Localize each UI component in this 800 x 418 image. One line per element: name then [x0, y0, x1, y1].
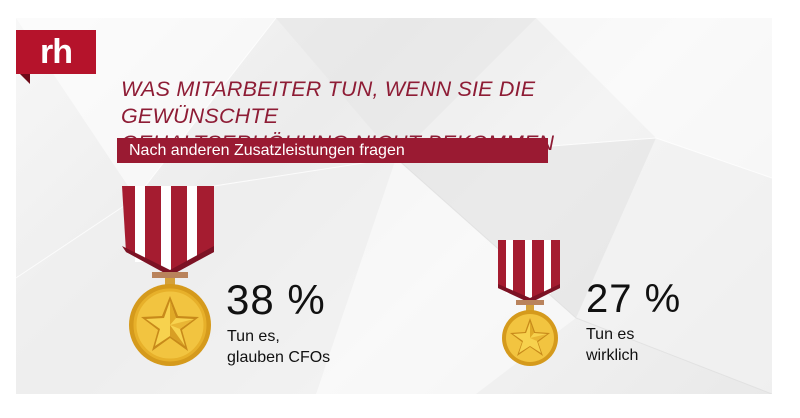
caption-line-2: glauben CFOs: [227, 349, 331, 366]
stat-value-cfos: 38 %: [226, 276, 326, 323]
caption-line-1: Tun es: [586, 326, 635, 343]
subtitle-banner: Nach anderen Zusatzleistungen fragen: [117, 138, 548, 163]
medal-icon: [498, 240, 560, 366]
logo-fold: [20, 74, 30, 84]
subtitle-text: Nach anderen Zusatzleistungen fragen: [129, 142, 405, 159]
caption-line-2: wirklich: [586, 347, 639, 364]
brand-logo: rh: [16, 30, 96, 74]
caption-line-1: Tun es,: [227, 328, 280, 345]
title-line-1: WAS MITARBEITER TUN, WENN SIE DIE GEWÜNS…: [121, 77, 536, 128]
stat-caption-cfos: Tun es, glauben CFOs: [227, 326, 330, 368]
stat-caption-actual: Tun es wirklich: [586, 324, 638, 366]
medal-icon: [122, 186, 214, 366]
stat-value-actual: 27 %: [586, 277, 682, 321]
